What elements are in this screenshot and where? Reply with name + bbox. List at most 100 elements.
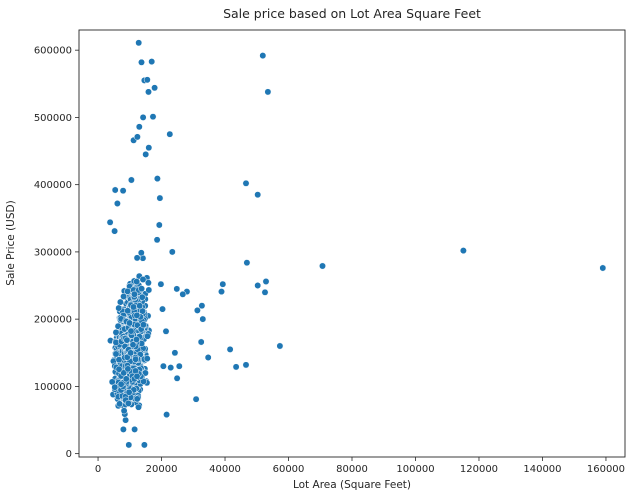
- data-point: [133, 254, 141, 262]
- data-point: [242, 361, 250, 369]
- data-point: [111, 227, 119, 235]
- data-point: [198, 302, 206, 310]
- data-point: [122, 375, 130, 383]
- x-tick-label: 80000: [336, 464, 368, 475]
- data-point: [151, 84, 159, 92]
- data-point: [163, 411, 171, 419]
- data-point: [204, 354, 212, 361]
- data-point: [145, 88, 152, 96]
- data-point: [162, 327, 170, 335]
- y-tick-label: 0: [66, 449, 72, 460]
- data-point: [166, 130, 174, 138]
- y-tick-label: 200000: [34, 315, 72, 326]
- y-axis: 0 100000 200000 300000 400000 500000 600000: [34, 46, 79, 460]
- data-point: [133, 278, 141, 286]
- data-point: [140, 441, 148, 449]
- data-point: [113, 200, 121, 207]
- data-point: [116, 298, 124, 306]
- data-point: [193, 306, 201, 314]
- data-point: [261, 288, 269, 296]
- data-point: [143, 355, 151, 363]
- x-tick-label: 100000: [396, 464, 434, 475]
- data-point: [133, 133, 141, 141]
- data-point: [148, 58, 156, 66]
- data-point: [112, 350, 120, 358]
- data-point: [254, 282, 262, 289]
- data-point: [168, 248, 176, 256]
- data-point: [254, 191, 262, 199]
- data-point: [124, 287, 132, 295]
- data-point: [157, 280, 165, 288]
- data-point: [259, 52, 267, 60]
- x-axis-label: Lot Area (Square Feet): [293, 479, 411, 491]
- y-tick-label: 600000: [34, 46, 72, 57]
- data-point: [129, 341, 137, 349]
- data-point: [138, 58, 145, 66]
- x-tick-label: 20000: [146, 464, 178, 475]
- data-point: [123, 336, 131, 344]
- y-tick-label: 300000: [34, 247, 72, 258]
- y-axis-label: Sale Price (USD): [5, 200, 17, 285]
- data-point: [145, 144, 153, 152]
- data-point: [153, 175, 161, 183]
- data-point: [173, 285, 181, 293]
- data-points: [106, 39, 607, 449]
- data-point: [116, 400, 124, 408]
- data-point: [218, 288, 225, 296]
- data-point: [115, 365, 123, 373]
- data-point: [145, 286, 153, 294]
- data-point: [138, 293, 146, 301]
- data-point: [136, 302, 144, 310]
- data-point: [243, 259, 251, 267]
- y-tick-label: 400000: [34, 180, 72, 191]
- data-point: [119, 187, 127, 195]
- data-point: [264, 88, 272, 96]
- data-point: [115, 304, 123, 312]
- data-point: [226, 345, 234, 353]
- data-point: [106, 218, 114, 226]
- data-point: [120, 369, 128, 377]
- data-point: [135, 39, 143, 47]
- data-point: [156, 194, 164, 202]
- data-point: [111, 186, 119, 194]
- data-point: [599, 264, 607, 272]
- data-point: [130, 303, 137, 311]
- data-point: [120, 293, 128, 300]
- data-point: [262, 278, 270, 285]
- data-point: [115, 356, 123, 364]
- x-tick-label: 120000: [460, 464, 498, 475]
- data-point: [192, 395, 200, 403]
- data-point: [139, 113, 147, 121]
- data-point: [127, 176, 135, 184]
- y-tick-label: 100000: [34, 382, 72, 393]
- data-point: [139, 321, 147, 329]
- data-point: [155, 221, 163, 229]
- data-point: [133, 395, 141, 403]
- y-tick-label: 500000: [34, 113, 72, 124]
- data-point: [117, 380, 125, 388]
- x-tick-label: 160000: [587, 464, 625, 475]
- data-point: [173, 374, 181, 382]
- data-point: [135, 403, 142, 411]
- data-point: [167, 364, 175, 372]
- data-point: [124, 307, 132, 315]
- data-point: [135, 123, 143, 131]
- data-point: [126, 319, 134, 327]
- data-point: [276, 342, 284, 350]
- data-point: [179, 290, 187, 298]
- data-point: [142, 150, 150, 158]
- data-point: [125, 441, 133, 449]
- x-tick-label: 40000: [209, 464, 241, 475]
- data-point: [171, 349, 179, 357]
- data-point: [133, 372, 141, 380]
- data-point: [124, 365, 132, 373]
- data-point: [137, 249, 145, 257]
- data-point: [143, 76, 151, 84]
- data-point: [120, 407, 128, 415]
- x-axis: 0 20000 40000 60000 80000 100000 120000 140000 1…: [95, 457, 625, 475]
- data-point: [133, 336, 140, 343]
- data-point: [111, 383, 119, 391]
- data-point: [199, 315, 207, 323]
- data-point: [159, 305, 166, 313]
- x-tick-label: 60000: [273, 464, 305, 475]
